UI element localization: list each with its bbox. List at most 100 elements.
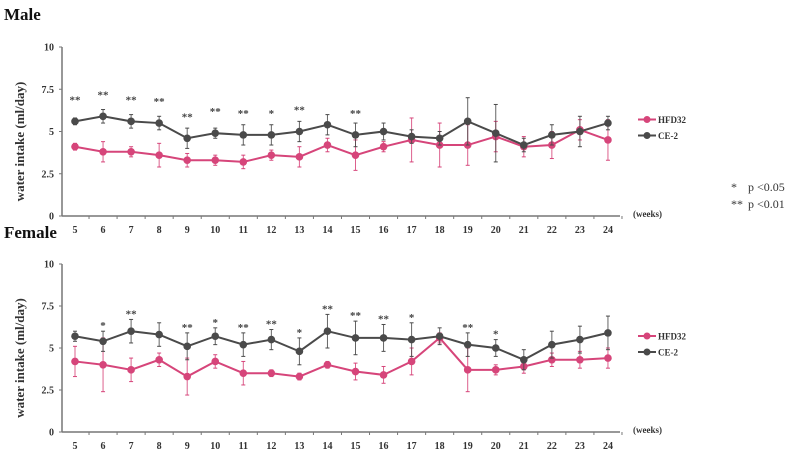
p-legend-label-2: p <0.01	[748, 197, 785, 211]
x-tick-label: 8	[157, 441, 162, 452]
y-tick-label: 10	[44, 43, 54, 54]
x-tick-label: 15	[351, 225, 361, 236]
data-point	[295, 347, 304, 356]
data-point	[239, 158, 248, 166]
data-point	[604, 354, 612, 362]
significance-marker: **	[350, 310, 362, 322]
series-ce-2	[71, 97, 612, 163]
data-point	[183, 372, 191, 381]
data-point	[379, 371, 388, 379]
significance-marker: **	[210, 106, 222, 118]
legend-label: HFD32	[658, 332, 686, 342]
y-tick-label: 10	[44, 260, 54, 271]
y-tick-label: 5	[49, 127, 54, 138]
data-point	[435, 332, 444, 341]
significance-marker: *	[269, 108, 275, 120]
x-tick-label: 21	[519, 225, 529, 236]
p-legend-label-1: p <0.05	[748, 180, 785, 194]
series-ce-2	[71, 313, 612, 371]
x-tick-label: 24	[603, 441, 613, 452]
data-point	[183, 156, 191, 165]
data-point	[351, 131, 360, 139]
significance-marker: *	[493, 329, 499, 341]
series-line	[74, 336, 609, 378]
data-point	[267, 131, 276, 139]
significance-marker: **	[182, 111, 194, 123]
data-point	[548, 131, 556, 139]
x-tick-label: 6	[101, 441, 106, 452]
data-point	[323, 361, 332, 369]
series-line	[74, 115, 609, 147]
data-point	[379, 142, 388, 151]
data-point	[239, 369, 248, 378]
data-point	[351, 334, 360, 342]
significance-marker: **	[266, 319, 278, 331]
data-point	[295, 127, 304, 136]
data-point	[295, 153, 304, 161]
x-tick-label: 6	[101, 225, 106, 236]
data-point	[407, 357, 416, 366]
y-tick-label: 2.5	[42, 386, 55, 397]
data-point	[155, 119, 163, 127]
x-tick-label: 17	[407, 225, 417, 236]
data-point	[604, 136, 612, 144]
y-tick-label: 7.5	[42, 302, 55, 313]
x-tick-label: 21	[519, 441, 529, 452]
series-hfd32	[71, 332, 612, 396]
significance-marker: **	[322, 303, 334, 315]
x-tick-label: 20	[491, 441, 501, 452]
data-point	[127, 327, 135, 336]
legend-marker	[643, 332, 651, 340]
legend-label: CE-2	[658, 131, 678, 141]
x-tick-label: 20	[491, 225, 501, 236]
data-point	[127, 366, 135, 374]
x-tick-label: 23	[575, 441, 585, 452]
x-tick-label: 16	[379, 441, 389, 452]
legend-marker	[643, 116, 651, 123]
data-point	[548, 340, 556, 349]
data-point	[407, 132, 416, 141]
data-point	[323, 327, 332, 336]
y-tick-label: 2.5	[42, 169, 55, 180]
significance-marker: **	[462, 322, 474, 334]
data-point	[491, 344, 500, 352]
y-axis-label: water intake (ml/day)	[12, 298, 27, 418]
data-point	[99, 361, 107, 369]
data-point	[351, 151, 360, 159]
significance-marker: **	[126, 94, 138, 106]
data-point	[71, 357, 79, 366]
data-point	[463, 117, 472, 126]
x-tick-label: 22	[547, 441, 557, 452]
data-point	[295, 372, 304, 381]
x-tick-label: 12	[266, 225, 276, 236]
significance-marker: **	[350, 108, 362, 120]
data-point	[267, 335, 276, 344]
x-tick-label: 10	[210, 225, 220, 236]
x-tick-label: 22	[547, 225, 557, 236]
data-point	[211, 332, 220, 341]
p-legend-symbol-1: *	[731, 180, 737, 194]
x-tick-label: 14	[322, 441, 332, 452]
x-tick-label: 7	[129, 225, 134, 236]
x-tick-label: 8	[157, 225, 162, 236]
y-axis-label: water intake (ml/day)	[12, 82, 27, 202]
x-tick-label: 5	[73, 225, 78, 236]
data-point	[576, 127, 584, 136]
x-axis-label: (weeks)	[633, 425, 662, 435]
legend-marker	[643, 132, 651, 139]
legend-label: CE-2	[658, 348, 678, 358]
x-tick-label: 19	[463, 441, 473, 452]
significance-marker: *	[297, 327, 303, 339]
significance-marker: **	[126, 308, 138, 320]
x-tick-label: 5	[73, 441, 78, 452]
panel-male: Male 0 2.5 5 7.5 10 5 6 7 8 9 10 11 12 13 14 15 16 17 18 19 2…	[4, 5, 686, 236]
data-point	[463, 366, 472, 374]
data-point	[323, 141, 332, 149]
significance-marker: *	[100, 320, 106, 332]
data-point	[127, 147, 135, 156]
significance-marker: **	[182, 322, 194, 334]
data-point	[576, 355, 584, 364]
panel-title: Female	[4, 223, 57, 242]
data-point	[239, 340, 248, 349]
